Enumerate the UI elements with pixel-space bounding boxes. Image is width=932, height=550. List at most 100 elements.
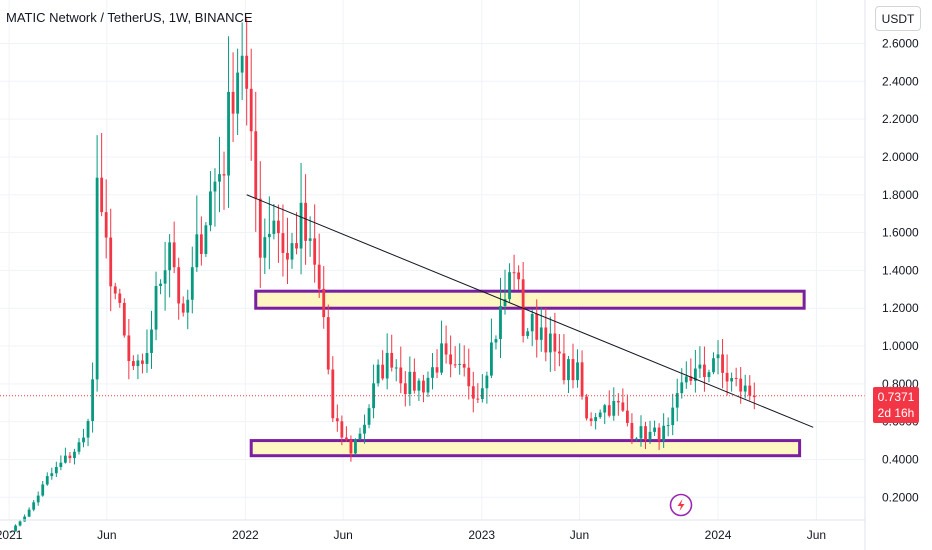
candle <box>512 254 516 290</box>
candle <box>27 507 31 518</box>
time-axis: 2021 Jun 2022 Jun 2023 Jun 2024 Jun <box>0 519 865 542</box>
candle <box>290 232 294 269</box>
candle <box>499 277 502 359</box>
candle <box>150 310 153 369</box>
candle <box>141 353 144 374</box>
candle <box>476 383 480 403</box>
candle <box>344 426 348 442</box>
candle <box>490 318 493 379</box>
candle <box>267 196 271 270</box>
candle <box>82 428 85 448</box>
candle <box>322 266 326 329</box>
candle <box>18 520 22 527</box>
candle <box>23 514 27 522</box>
candle <box>245 18 249 126</box>
candle <box>41 481 45 497</box>
candle <box>422 374 425 403</box>
candle <box>32 500 36 512</box>
candle <box>154 271 158 341</box>
candle <box>313 204 317 283</box>
price-tick-label: 2.6000 <box>882 36 919 50</box>
candle <box>494 335 498 350</box>
candle <box>444 325 448 364</box>
candle <box>222 151 226 210</box>
candle <box>340 415 344 446</box>
candle <box>707 369 711 383</box>
candle <box>467 348 471 400</box>
candle <box>426 371 430 398</box>
candle <box>662 413 666 448</box>
candle <box>521 261 525 343</box>
candle <box>50 467 54 480</box>
symbol-title: MATIC Network / TetherUS, 1W, BINANCE <box>6 10 253 25</box>
horizontal-zones <box>249 289 806 458</box>
candle <box>462 345 466 377</box>
candle <box>240 22 244 101</box>
candle <box>503 269 507 315</box>
candle <box>263 218 267 275</box>
candle <box>639 415 643 447</box>
candle <box>354 438 357 456</box>
candle <box>666 417 670 437</box>
candle <box>249 48 253 161</box>
candle <box>653 420 656 437</box>
currency-button[interactable]: USDT <box>875 6 921 31</box>
candle <box>213 168 217 227</box>
candle <box>172 221 176 274</box>
candle <box>204 222 208 257</box>
candle <box>734 367 738 387</box>
candle <box>635 437 638 442</box>
candle <box>77 438 81 455</box>
candle <box>585 394 588 421</box>
candle <box>621 388 625 413</box>
price-tick-label: 2.4000 <box>882 74 919 88</box>
candle <box>630 413 634 444</box>
lightning-icon[interactable] <box>669 493 693 517</box>
candle <box>335 404 339 432</box>
candle <box>752 382 756 410</box>
candle <box>399 346 403 394</box>
candle <box>580 350 584 400</box>
resistance-zone[interactable] <box>254 289 806 310</box>
candle <box>181 296 185 317</box>
candle <box>557 334 561 367</box>
candle <box>526 327 530 339</box>
candle <box>299 163 303 275</box>
candle <box>100 132 104 217</box>
candle <box>508 263 511 303</box>
candle <box>367 404 371 429</box>
candle <box>721 339 724 389</box>
candle <box>186 289 190 330</box>
candle <box>63 447 67 464</box>
candle <box>136 354 140 380</box>
candle <box>236 48 240 135</box>
candle <box>163 241 167 311</box>
candle <box>576 349 579 388</box>
price-tick-label: 2.2000 <box>882 112 919 126</box>
candle <box>113 282 117 300</box>
support-zone[interactable] <box>249 439 802 458</box>
candle <box>435 349 439 379</box>
candle <box>453 346 457 368</box>
candle <box>517 265 521 291</box>
candle <box>440 320 443 376</box>
candle <box>159 279 162 295</box>
candle <box>480 374 484 403</box>
candle <box>743 374 747 399</box>
candle <box>231 52 235 142</box>
time-tick-label: Jun <box>97 528 116 542</box>
price-tick-label: 0.2000 <box>882 490 919 504</box>
candle <box>703 346 706 392</box>
candle <box>95 135 99 392</box>
trendline[interactable] <box>246 194 814 428</box>
candle <box>417 378 421 401</box>
candle <box>394 359 398 382</box>
time-tick-label: Jun <box>333 528 352 542</box>
candle <box>68 452 72 464</box>
time-tick-label: 2021 <box>0 528 23 542</box>
candlesticks <box>9 18 756 533</box>
candle <box>598 409 602 419</box>
candle <box>671 393 675 436</box>
candle <box>625 394 629 427</box>
